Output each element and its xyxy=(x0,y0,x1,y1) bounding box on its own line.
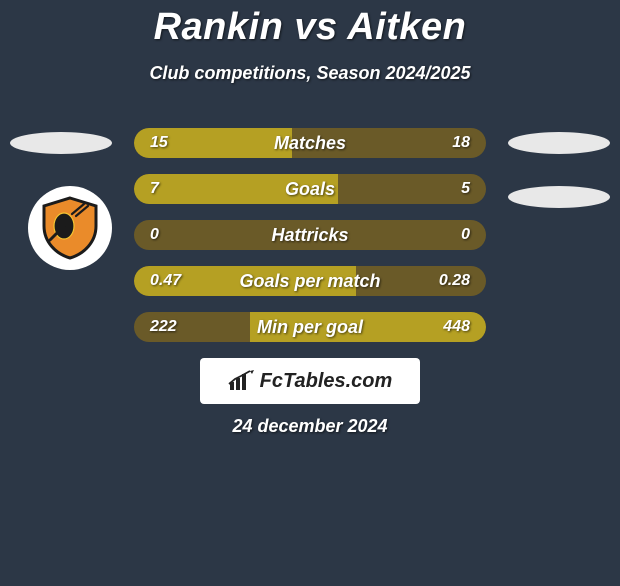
player-right-avatar-placeholder xyxy=(508,132,610,154)
page-title: Rankin vs Aitken xyxy=(0,6,620,49)
club-left-badge xyxy=(28,186,112,270)
shield-icon xyxy=(38,196,102,260)
brand-text: FcTables.com xyxy=(260,370,393,393)
stat-label: Matches xyxy=(134,128,486,158)
stat-label: Goals per match xyxy=(134,266,486,296)
stat-value-right: 448 xyxy=(443,312,470,342)
stat-row: 0Hattricks0 xyxy=(134,220,486,250)
stat-row: 222Min per goal448 xyxy=(134,312,486,342)
stat-label: Goals xyxy=(134,174,486,204)
stat-label: Min per goal xyxy=(134,312,486,342)
stat-row: 15Matches18 xyxy=(134,128,486,158)
stat-label: Hattricks xyxy=(134,220,486,250)
stat-value-right: 18 xyxy=(452,128,470,158)
date-text: 24 december 2024 xyxy=(0,416,620,437)
stat-value-right: 5 xyxy=(461,174,470,204)
player-left-avatar-placeholder xyxy=(10,132,112,154)
stat-value-right: 0.28 xyxy=(439,266,470,296)
bar-chart-icon xyxy=(228,370,254,392)
stat-value-right: 0 xyxy=(461,220,470,250)
club-right-logo-placeholder xyxy=(508,186,610,208)
stat-row: 7Goals5 xyxy=(134,174,486,204)
stats-list: 15Matches18 7Goals5 0Hattricks0 0.47Goals p… xyxy=(134,128,486,358)
stat-row: 0.47Goals per match0.28 xyxy=(134,266,486,296)
page-subtitle: Club competitions, Season 2024/2025 xyxy=(0,63,620,84)
brand-link[interactable]: FcTables.com xyxy=(200,358,420,404)
